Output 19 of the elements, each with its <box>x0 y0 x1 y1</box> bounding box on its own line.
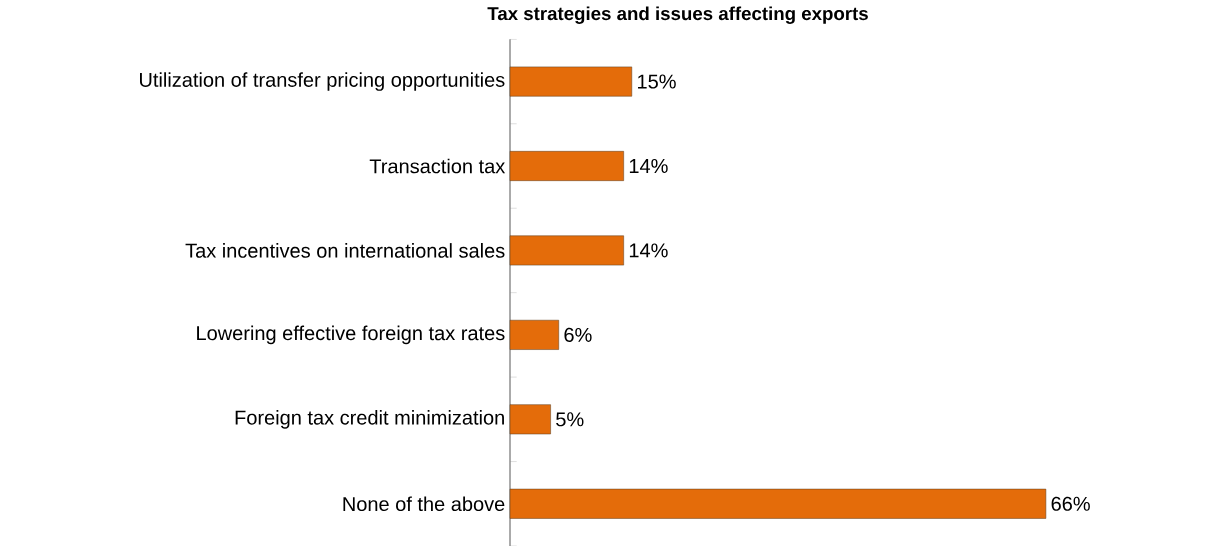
bar <box>509 66 633 97</box>
data-label: 6% <box>564 327 592 342</box>
y-tick-label: Tax incentives on international sales <box>185 243 505 258</box>
y-tick-label: Utilization of transfer pricing opportunities <box>140 72 505 91</box>
bar <box>509 319 559 350</box>
data-label: 66% <box>1051 496 1090 511</box>
chart-title: Tax strategies and issues affecting exports <box>487 6 868 24</box>
y-tick-label: Transaction tax <box>369 158 506 174</box>
data-label: 5% <box>556 412 584 427</box>
bar <box>509 488 1047 519</box>
data-label: 14% <box>629 243 668 258</box>
bar <box>509 404 551 435</box>
bar <box>509 235 624 266</box>
y-tick-label: None of the above <box>343 496 505 512</box>
y-tick-label: Foreign tax credit minimization <box>235 410 504 429</box>
bar <box>509 151 624 181</box>
data-label: 15% <box>638 74 676 89</box>
data-label: 14% <box>629 159 668 173</box>
y-tick-label: Lowering effective foreign tax rates <box>197 325 505 345</box>
